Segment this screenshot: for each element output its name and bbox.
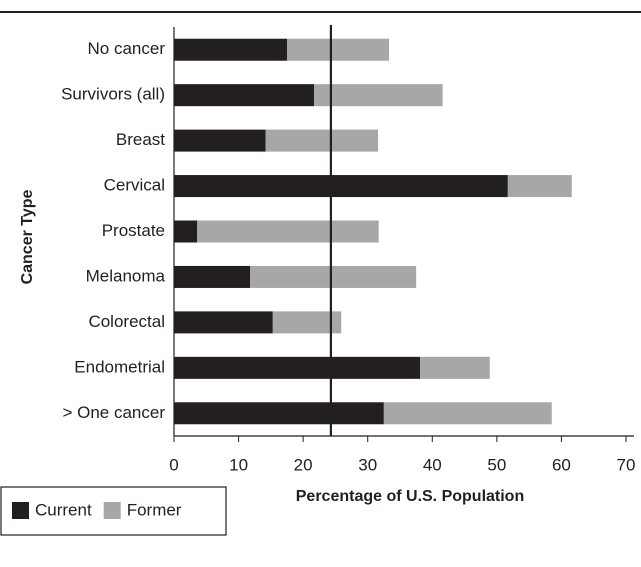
y-tick-label: Colorectal — [88, 312, 165, 331]
y-tick-label: No cancer — [88, 39, 166, 58]
bar-segment — [272, 311, 342, 334]
bar-segment — [287, 38, 390, 61]
x-tick-label: 0 — [169, 455, 178, 474]
y-tick-label: Melanoma — [86, 266, 166, 285]
x-tick-label: 20 — [294, 455, 313, 474]
bar-segment — [507, 175, 572, 198]
bar-segment — [174, 220, 198, 243]
bar-segment — [383, 402, 552, 425]
x-tick-label: 40 — [423, 455, 442, 474]
legend-swatch — [103, 502, 121, 519]
bar-segment — [174, 175, 508, 198]
bar-segment — [420, 356, 490, 379]
bar-segment — [174, 265, 251, 288]
bar-segment — [174, 129, 266, 152]
bar-segment — [314, 84, 443, 107]
y-tick-label: > One cancer — [62, 403, 165, 422]
x-tick-label: 50 — [487, 455, 506, 474]
y-tick-label: Prostate — [102, 221, 165, 240]
bar-segment — [174, 402, 384, 425]
bar-segment — [174, 38, 287, 61]
bar-segment — [174, 84, 315, 107]
x-tick-label: 60 — [552, 455, 571, 474]
y-axis-title: Cancer Type — [19, 189, 36, 284]
x-axis-title: Percentage of U.S. Population — [296, 488, 524, 505]
y-tick-label: Endometrial — [74, 357, 165, 376]
bar-segment — [197, 220, 379, 243]
y-tick-label: Survivors (all) — [61, 85, 165, 104]
x-tick-label: 30 — [358, 455, 377, 474]
bar-segment — [174, 356, 421, 379]
legend-label: Current — [35, 500, 92, 519]
bar-segment — [174, 311, 273, 334]
y-tick-label: Breast — [116, 130, 165, 149]
legend-box — [0, 486, 227, 536]
x-tick-label: 70 — [617, 455, 636, 474]
legend-swatch — [12, 502, 29, 519]
bar-segment — [250, 265, 417, 288]
bar-segment — [265, 129, 379, 152]
x-tick-label: 10 — [229, 455, 248, 474]
y-tick-label: Cervical — [104, 176, 165, 195]
legend-label: Former — [127, 500, 182, 519]
